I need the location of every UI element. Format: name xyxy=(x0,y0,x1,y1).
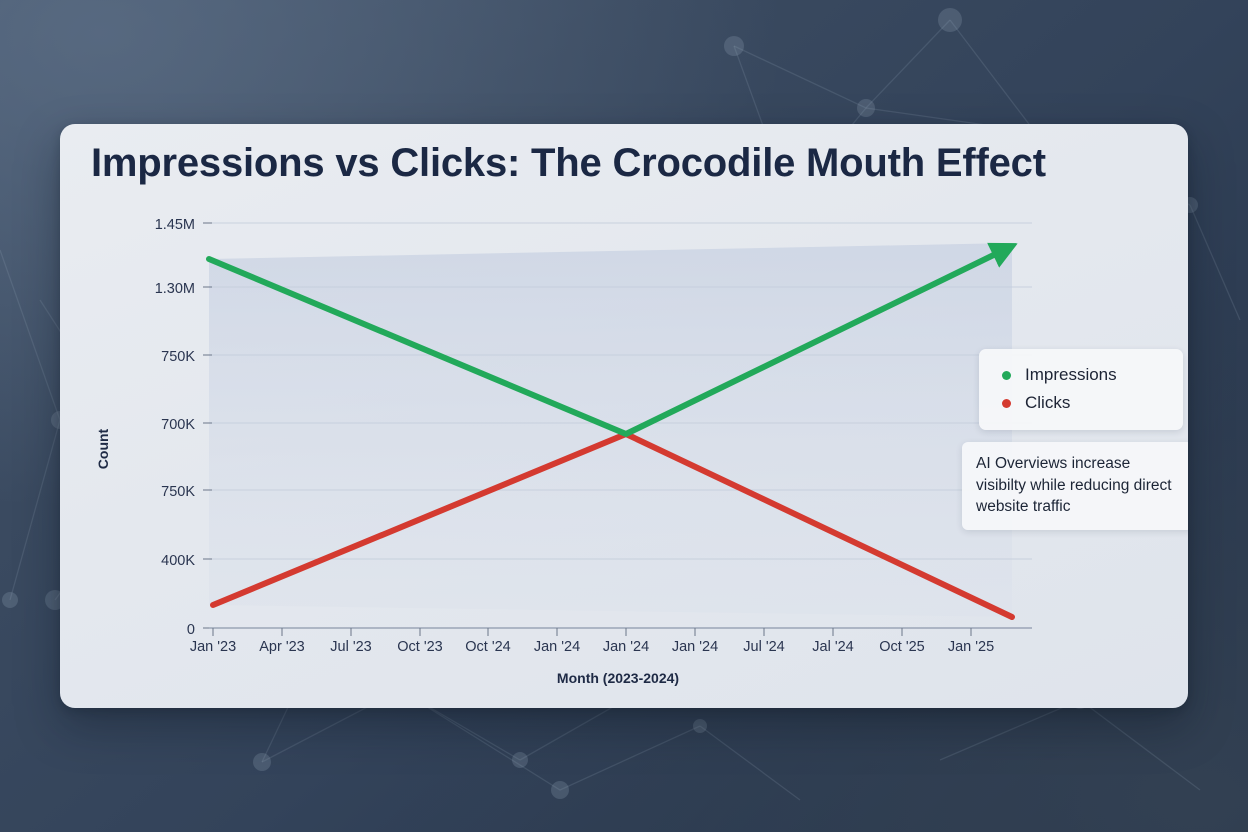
legend-label: Clicks xyxy=(1025,393,1071,412)
y-tick-label: 700K xyxy=(161,417,195,433)
y-tick-label: 750K xyxy=(161,349,195,365)
x-axis-tick-labels: Jan '23 Apr '23 Jul '23 Oct '23 Oct '24 … xyxy=(190,639,994,655)
page-title: Impressions vs Clicks: The Crocodile Mou… xyxy=(91,141,1046,185)
x-tick-label: Jan '24 xyxy=(603,639,649,655)
chart-card: Impressions vs Clicks: The Crocodile Mou… xyxy=(60,124,1188,708)
x-tick-label: Jul '23 xyxy=(330,639,371,655)
x-tick-label: Apr '23 xyxy=(259,639,305,655)
y-axis-title: Count xyxy=(95,428,111,469)
y-tick-label: 1.45M xyxy=(155,217,195,233)
chart-annotation: AI Overviews increase visibilty while re… xyxy=(962,442,1188,530)
line-chart: 1.45M 1.30M 750K 700K 750K 400K 0 xyxy=(95,217,1032,686)
x-tick-label: Jan '24 xyxy=(534,639,580,655)
y-tick-label: 1.30M xyxy=(155,281,195,297)
x-tick-label: Jan '25 xyxy=(948,639,994,655)
series-line-impressions xyxy=(206,242,1018,437)
legend-item-clicks[interactable]: Clicks xyxy=(979,389,1183,417)
x-tick-label: Oct '23 xyxy=(397,639,442,655)
y-tick-label: 0 xyxy=(187,622,195,638)
legend-item-impressions[interactable]: Impressions xyxy=(979,361,1183,389)
x-tick-label: Jan '23 xyxy=(190,639,236,655)
x-tick-label: Jan '24 xyxy=(672,639,718,655)
x-axis-ticks xyxy=(212,628,972,636)
y-tick-label: 750K xyxy=(161,484,195,500)
x-axis-title: Month (2023-2024) xyxy=(557,670,679,686)
legend-color-dot-icon xyxy=(1002,398,1011,408)
legend-label: Impressions xyxy=(1025,365,1117,384)
x-tick-label: Oct '24 xyxy=(465,639,510,655)
x-tick-label: Jal '24 xyxy=(812,639,853,655)
y-tick-label: 400K xyxy=(161,553,195,569)
x-tick-label: Oct '25 xyxy=(879,639,924,655)
legend-color-dot-icon xyxy=(1002,370,1011,380)
x-tick-label: Jul '24 xyxy=(743,639,784,655)
chart-legend[interactable]: Impressions Clicks xyxy=(979,349,1183,430)
annotation-text: AI Overviews increase visibilty while re… xyxy=(976,455,1172,515)
y-axis-ticks xyxy=(203,222,212,629)
y-axis-tick-labels: 1.45M 1.30M 750K 700K 750K 400K 0 xyxy=(155,217,196,638)
